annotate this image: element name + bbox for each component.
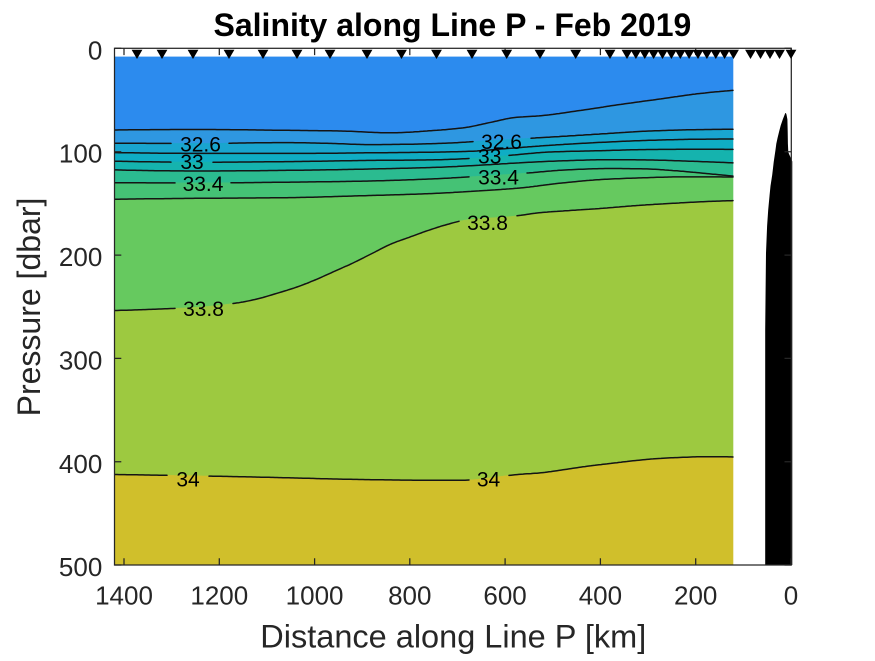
svg-text:400: 400 — [579, 580, 622, 610]
svg-text:600: 600 — [483, 580, 526, 610]
svg-text:34: 34 — [176, 469, 200, 492]
svg-text:200: 200 — [59, 242, 102, 272]
svg-text:Salinity along Line P - Feb 20: Salinity along Line P - Feb 2019 — [214, 7, 692, 43]
svg-text:1000: 1000 — [286, 580, 344, 610]
svg-text:33.4: 33.4 — [478, 167, 519, 190]
svg-text:0: 0 — [88, 35, 102, 65]
svg-text:32.6: 32.6 — [180, 133, 221, 156]
svg-text:400: 400 — [59, 449, 102, 479]
svg-text:300: 300 — [59, 345, 102, 375]
svg-text:Pressure [dbar]: Pressure [dbar] — [11, 198, 47, 417]
svg-text:800: 800 — [388, 580, 431, 610]
svg-text:1400: 1400 — [95, 580, 153, 610]
svg-text:33.8: 33.8 — [183, 298, 224, 321]
svg-text:32.6: 32.6 — [481, 131, 522, 154]
svg-text:500: 500 — [59, 552, 102, 582]
svg-text:33.4: 33.4 — [183, 173, 224, 196]
svg-text:1200: 1200 — [190, 580, 248, 610]
svg-text:33: 33 — [180, 151, 203, 174]
svg-text:100: 100 — [59, 139, 102, 169]
svg-text:33: 33 — [478, 145, 501, 168]
svg-text:200: 200 — [674, 580, 717, 610]
svg-text:Distance along Line P [km]: Distance along Line P [km] — [260, 618, 646, 654]
svg-text:34: 34 — [477, 469, 501, 492]
svg-text:0: 0 — [784, 580, 798, 610]
svg-text:33.8: 33.8 — [467, 212, 508, 235]
